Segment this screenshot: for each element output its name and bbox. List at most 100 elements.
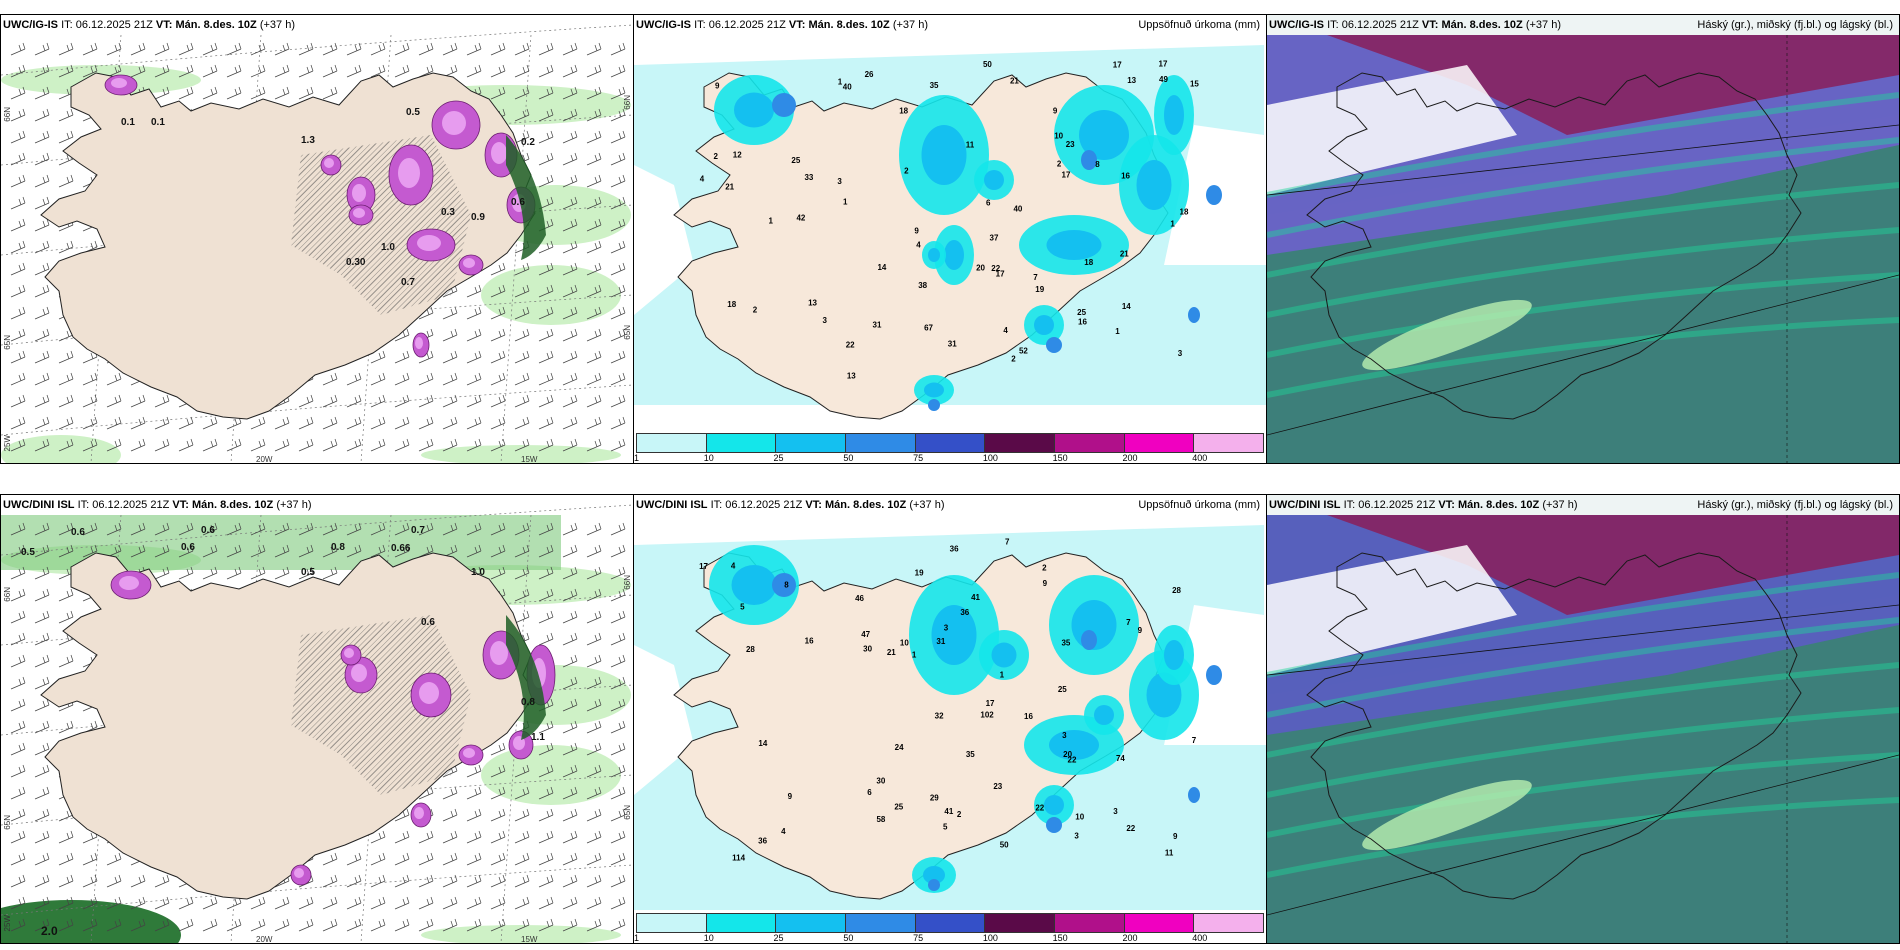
precip-core — [731, 565, 777, 605]
wind-barb — [370, 372, 386, 386]
precip-value-label: 11 — [966, 141, 975, 150]
wind-barb — [538, 742, 554, 756]
wind-barb — [514, 130, 530, 144]
forecast-panel-precip: 36 74 17 35 19 7 3 2 10 6 11 30 25 36 22 47 20 14 32 28 17 4 5… — [633, 494, 1267, 944]
wind-barb — [10, 764, 26, 778]
precip-core — [1079, 110, 1129, 160]
precip-value-label: 6 — [867, 788, 872, 797]
wind-barb — [10, 742, 26, 756]
wind-barb — [466, 416, 482, 430]
wind-barb — [466, 64, 482, 78]
wind-barb — [58, 416, 74, 430]
precip-colorbar — [636, 913, 1264, 933]
wind-barb — [346, 896, 362, 910]
wind-barb — [586, 438, 602, 452]
wind-barb — [586, 196, 602, 210]
wind-barb — [586, 284, 602, 298]
wind-barb — [562, 218, 578, 232]
precip-value-label: 25 — [791, 156, 800, 165]
precip-value-label: 7 — [1126, 618, 1131, 627]
wind-value-label: 0.5 — [301, 567, 315, 578]
wind-barb — [34, 698, 50, 712]
wind-barb — [610, 416, 626, 430]
init-time-label: IT: — [77, 499, 90, 511]
wind-barb — [202, 42, 218, 56]
wind-barb — [514, 786, 530, 800]
wind-barb — [202, 544, 218, 558]
wind-barb — [298, 566, 314, 580]
wind-barb — [10, 438, 26, 452]
precip-value-label: 42 — [796, 214, 805, 223]
init-time: 06.12.2025 21Z — [1341, 19, 1419, 31]
cloud-band — [1267, 797, 1899, 878]
wind-barb — [514, 284, 530, 298]
wind-barb — [490, 830, 506, 844]
wind-barb — [322, 852, 338, 866]
wind-barb — [34, 394, 50, 408]
wind-barb — [10, 522, 26, 536]
graticule — [1267, 124, 1899, 196]
wind-barb — [82, 918, 98, 932]
wind-barb — [562, 588, 578, 602]
wind-barb — [514, 566, 530, 580]
colorbar-segment — [915, 434, 986, 452]
wind-barb — [58, 654, 74, 668]
wind-barb — [394, 372, 410, 386]
wind-barb — [322, 64, 338, 78]
precip-core — [931, 605, 977, 665]
wind-barb — [322, 522, 338, 536]
cloud-map — [1267, 15, 1899, 463]
wind-value-label: 0.6 — [181, 542, 195, 553]
wind-barb — [610, 610, 626, 624]
wind-barb — [610, 130, 626, 144]
wind-barb — [10, 918, 26, 932]
wind-barb — [394, 438, 410, 452]
precip-value-label: 21 — [1120, 250, 1129, 259]
wind-barb — [586, 416, 602, 430]
wind-barb — [154, 86, 170, 100]
wind-value-label: 0.8 — [521, 697, 535, 708]
model-name: UWC/IG-IS — [3, 19, 58, 31]
wind-barb — [610, 720, 626, 734]
precip-heavy — [928, 399, 940, 411]
wind-barb — [34, 152, 50, 166]
precip-value-label: 31 — [948, 340, 957, 349]
axis-label: 66N — [3, 107, 12, 122]
precip-value-label: 28 — [746, 645, 755, 654]
wind-barb — [586, 632, 602, 646]
wind-barb — [586, 262, 602, 276]
wind-barb — [82, 64, 98, 78]
wind-barb — [154, 416, 170, 430]
precip-core — [991, 642, 1017, 668]
precip-value-label: 9 — [1173, 832, 1178, 841]
wind-barb — [34, 64, 50, 78]
wind-barb — [418, 438, 434, 452]
wind-barb — [130, 394, 146, 408]
wind-barb — [370, 544, 386, 558]
colorbar-tick-label: 25 — [773, 453, 784, 463]
wind-barb — [346, 544, 362, 558]
precip-value-label: 26 — [865, 70, 874, 79]
init-time: 06.12.2025 21Z — [75, 19, 153, 31]
wind-barb — [586, 742, 602, 756]
wind-barb — [466, 852, 482, 866]
wind-barb — [466, 394, 482, 408]
wind-barb — [514, 874, 530, 888]
wind-barb — [226, 544, 242, 558]
precip-heavy — [772, 93, 796, 117]
wind-barb — [610, 372, 626, 386]
wind-barb — [226, 566, 242, 580]
precip-value-label: 25 — [1058, 685, 1067, 694]
wind-barb — [130, 918, 146, 932]
precip-value-label: 18 — [899, 107, 908, 116]
wind-barb — [418, 874, 434, 888]
wind-barb — [562, 262, 578, 276]
wind-barb — [418, 830, 434, 844]
precip-value-label: 25 — [1077, 308, 1086, 317]
colorbar-segment — [1055, 434, 1125, 452]
wind-barb — [610, 438, 626, 452]
wind-barb — [610, 808, 626, 822]
wind-barb — [538, 852, 554, 866]
wind-barb — [610, 284, 626, 298]
init-time-label: IT: — [1343, 499, 1356, 511]
